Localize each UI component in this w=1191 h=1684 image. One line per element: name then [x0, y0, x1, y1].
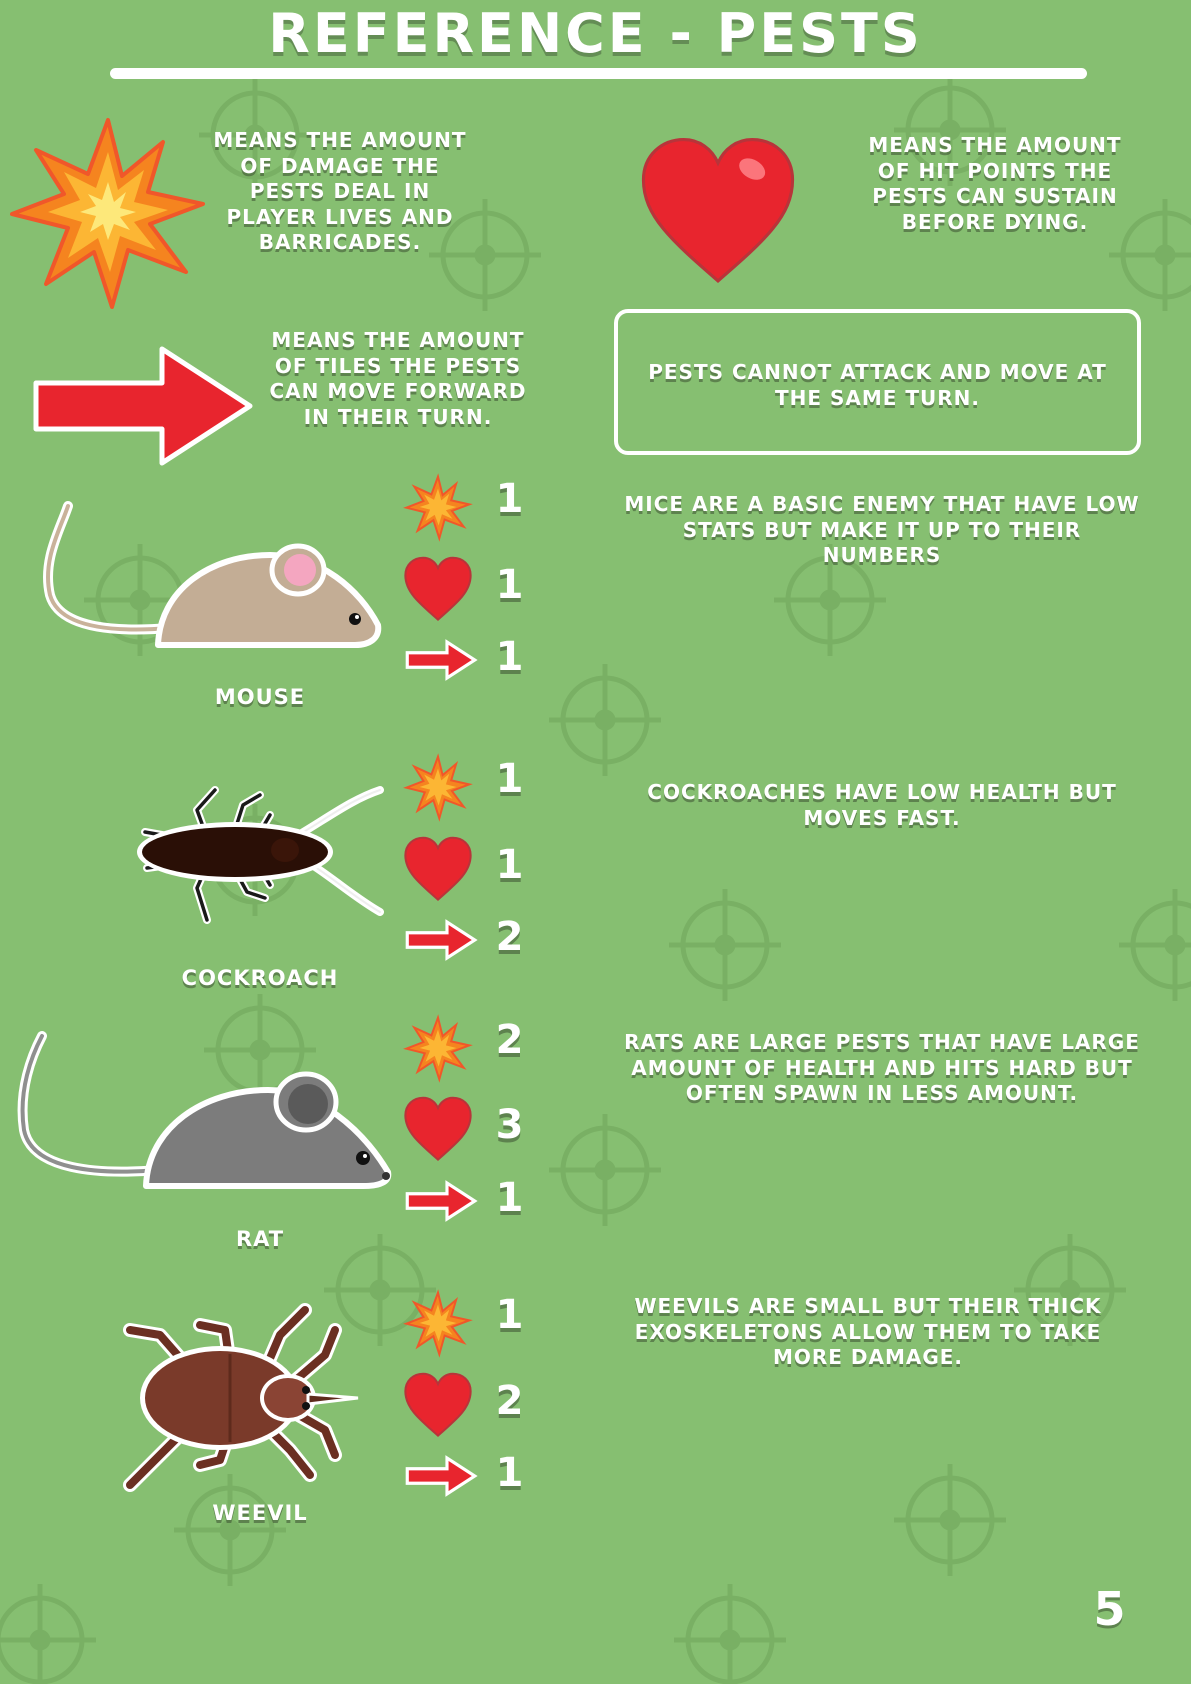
mouse-damage-icon [403, 473, 473, 542]
pest-name-weevil: WEEVIL [212, 1501, 308, 1525]
weevil-image [123, 1303, 359, 1492]
cockroach-health-icon [404, 836, 472, 901]
title-underline [110, 68, 1087, 79]
weevil-health-icon [404, 1372, 472, 1437]
rat-description: RATS ARE LARGE PESTS THAT HAVE LARGE AMO… [624, 1030, 1140, 1106]
weevil-damage-value: 1 [495, 1292, 525, 1338]
cockroach-health-value: 1 [495, 842, 525, 888]
rat-health-value: 3 [495, 1102, 525, 1148]
weevil-damage-icon [403, 1289, 473, 1358]
movement-arrow-icon [33, 346, 253, 466]
movement-legend-text: MEANS THE AMOUNT OF TILES THE PESTS CAN … [269, 328, 527, 429]
mouse-image [43, 501, 382, 648]
rat-movement-value: 1 [495, 1175, 525, 1221]
rat-movement-icon [405, 1180, 478, 1222]
pest-name-cockroach: COCKROACH [181, 966, 339, 990]
damage-legend-text: MEANS THE AMOUNT OF DAMAGE THE PESTS DEA… [213, 128, 467, 255]
page-number: 5 [1093, 1582, 1127, 1636]
cockroach-damage-icon [403, 753, 473, 822]
mouse-description: MICE ARE A BASIC ENEMY THAT HAVE LOW STA… [624, 492, 1140, 568]
mouse-damage-value: 1 [495, 476, 525, 522]
damage-burst-icon [10, 118, 205, 309]
pest-name-rat: RAT [235, 1227, 285, 1251]
mouse-health-value: 1 [495, 562, 525, 608]
page-title: REFERENCE - PESTS [268, 2, 923, 65]
health-heart-icon [641, 137, 795, 283]
cockroach-description: COCKROACHES HAVE LOW HEALTH BUT MOVES FA… [647, 780, 1117, 830]
mouse-movement-value: 1 [495, 634, 525, 680]
weevil-movement-icon [405, 1455, 478, 1497]
mouse-health-icon [404, 556, 472, 621]
cockroach-image [137, 786, 384, 924]
rat-image [17, 1031, 392, 1189]
weevil-description: WEEVILS ARE SMALL BUT THEIR THICK EXOSKE… [634, 1294, 1102, 1370]
rat-health-icon [404, 1096, 472, 1161]
mouse-movement-icon [405, 639, 478, 681]
pest-name-mouse: MOUSE [214, 685, 306, 709]
rule-note-text: PESTS CANNOT ATTACK AND MOVE AT THE SAME… [648, 360, 1107, 410]
rat-damage-icon [403, 1014, 473, 1083]
health-legend-text: MEANS THE AMOUNT OF HIT POINTS THE PESTS… [868, 133, 1122, 234]
weevil-health-value: 2 [495, 1378, 525, 1424]
cockroach-damage-value: 1 [495, 756, 525, 802]
weevil-movement-value: 1 [495, 1450, 525, 1496]
rule-note-box [614, 309, 1141, 455]
cockroach-movement-icon [405, 919, 478, 961]
rat-damage-value: 2 [495, 1017, 525, 1063]
cockroach-movement-value: 2 [495, 914, 525, 960]
